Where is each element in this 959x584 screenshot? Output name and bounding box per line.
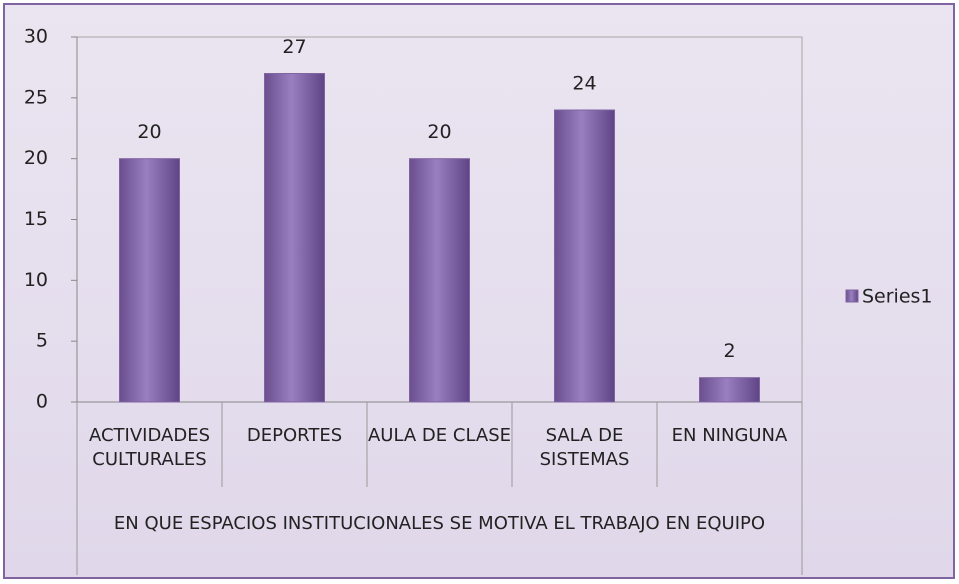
x-tick-label: SALA DE SISTEMAS: [539, 425, 630, 470]
bar: [264, 73, 325, 403]
y-tick-label: 10: [24, 269, 48, 291]
data-label: 2: [723, 340, 735, 362]
x-tick-label: ACTIVIDADES CULTURALES: [88, 425, 210, 470]
x-tick-label: AULA DE CLASE: [367, 425, 512, 446]
legend-swatch: [845, 289, 859, 303]
data-label: 20: [137, 121, 161, 143]
x-tick-label: DEPORTES: [246, 425, 343, 446]
data-label: 27: [282, 36, 306, 58]
y-tick-label: 20: [24, 147, 48, 169]
y-tick-label: 0: [36, 391, 48, 413]
y-tick-label: 15: [24, 208, 48, 230]
bar: [119, 158, 180, 403]
y-tick-label: 30: [24, 26, 48, 48]
y-tick-label: 5: [36, 330, 48, 352]
x-axis-title: EN QUE ESPACIOS INSTITUCIONALES SE MOTIV…: [113, 513, 766, 534]
bar: [409, 158, 470, 403]
legend-label: Series1: [862, 286, 933, 308]
data-label: 20: [427, 121, 451, 143]
y-tick-label: 25: [24, 86, 48, 108]
bar: [554, 109, 615, 403]
data-label: 24: [572, 73, 596, 95]
x-tick-label: EN NINGUNA: [671, 425, 788, 446]
bar: [699, 377, 760, 403]
